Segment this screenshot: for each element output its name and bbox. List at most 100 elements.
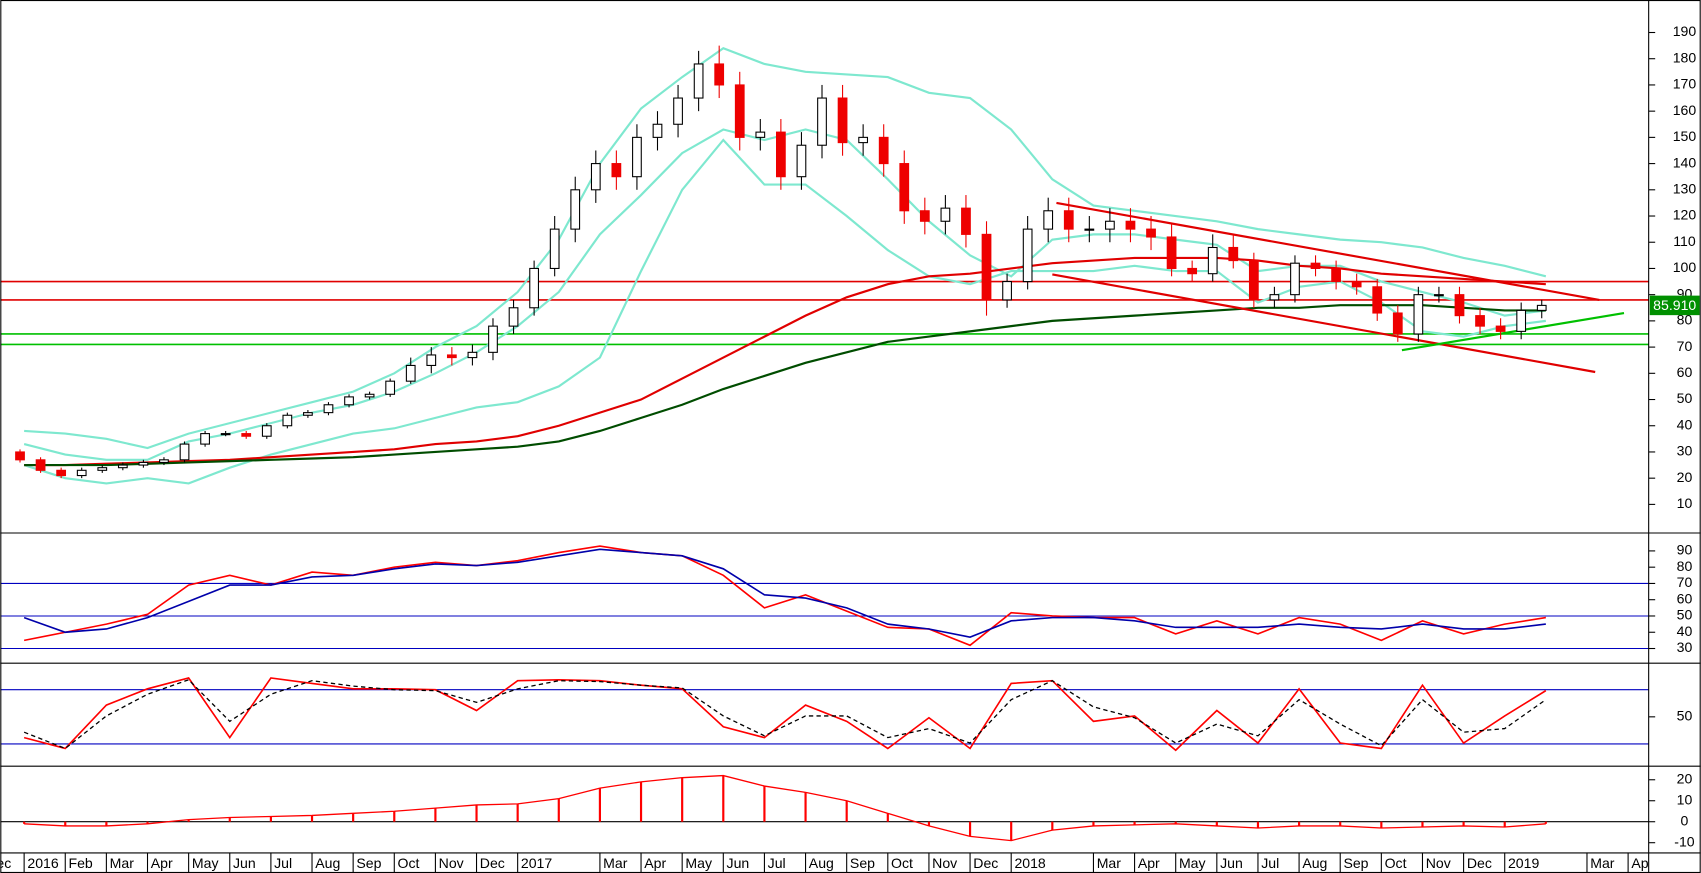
candle-body [1290,262,1300,296]
x-tick-label: Oct [398,855,420,871]
histogram-bar [475,804,478,822]
candle-body [1228,246,1239,262]
y-tick-label: 50 [1677,390,1693,406]
x-tick-label: Mar [1590,855,1615,871]
y-tick-label: 10 [1677,791,1693,807]
x-tick-label: Jun [1220,855,1243,871]
candle-body [673,97,683,125]
candle-body [138,461,149,466]
candle-body [15,451,25,461]
x-tick-label: Sep [356,855,381,871]
candle-body [1516,309,1527,332]
y-tick-label: 100 [1673,259,1697,275]
y-tick-label: 80 [1677,312,1693,328]
candle-body [837,97,848,144]
histogram-bar [1010,821,1013,841]
histogram-bar [1133,821,1136,825]
x-tick-label: Mar [1097,855,1122,871]
y-tick-label: 60 [1677,590,1693,606]
candle-body [179,443,190,461]
candle-body [282,414,293,427]
x-tick-label: Jun [233,855,256,871]
histogram-bar [310,815,314,822]
x-tick-label: Apr [1631,855,1653,871]
candle-body [1022,228,1033,283]
stochastic-panel [0,677,1649,752]
candle-body [981,233,992,301]
candle-body [1454,294,1465,317]
x-tick-label: Nov [439,855,464,871]
candle-body [652,123,663,138]
x-tick-label: Apr [644,855,666,871]
candle-body [817,97,827,146]
candle-body [467,351,478,359]
candle-body [714,63,725,86]
candle-body [632,136,642,178]
y-tick-label: 80 [1677,558,1693,574]
overlay-line [24,304,1546,467]
candle-body [1002,281,1012,301]
rsi-panel [0,545,1649,650]
histogram-bar [1215,821,1218,826]
candle-body [1187,267,1198,275]
histogram-bar [1503,821,1506,827]
y-tick-label: 50 [1677,607,1693,623]
candle-body [1392,312,1403,335]
histogram-outline [24,774,1546,842]
candle-body [899,163,910,212]
histogram-bar [639,781,643,822]
x-tick-label: Jul [1261,855,1279,871]
histogram-bar [64,821,67,826]
x-tick-label: Apr [151,855,173,871]
x-tick-label: Jul [768,855,786,871]
x-tick-label: May [1179,855,1207,871]
candle-body [775,131,786,178]
histogram-bar [1174,821,1177,824]
candle-body [1269,294,1280,301]
y-tick-label: 130 [1673,181,1697,197]
y-tick-label: 140 [1673,154,1697,170]
histogram-bar [722,775,725,822]
candle-body [611,163,622,178]
x-tick-label: 2017 [521,855,552,871]
histogram-bar [146,821,149,824]
histogram-bar [393,811,396,822]
candle-body [385,380,396,395]
candle-body [76,469,87,477]
x-tick-label: Mar [110,855,135,871]
x-tick-label: Mar [603,855,628,871]
y-tick-label: 160 [1673,102,1697,118]
y-tick-label: 40 [1677,623,1693,639]
candle-body [508,307,519,327]
y-tick-label: 20 [1677,469,1693,485]
candle-body [405,364,416,382]
candle-body [1331,267,1341,283]
histogram-bar [1256,821,1260,829]
candle-body [446,354,457,359]
candle-body [1105,220,1115,230]
candle-body [200,433,210,445]
candle-body [693,63,704,99]
histogram-bar [598,788,601,822]
candle-body [1207,246,1218,275]
candle-body [1434,294,1444,297]
candle-body [529,267,539,309]
x-tick-label: Aug [315,855,340,871]
candle-body [919,210,930,222]
y-tick-label: 30 [1677,443,1693,459]
histogram-bar [1544,821,1547,824]
candle-body [35,459,46,471]
y-tick-label: 70 [1677,574,1693,590]
x-tick-label: Aug [1302,855,1327,871]
candle-body [97,467,108,471]
candle-body [1413,294,1424,335]
histogram-bar [886,813,889,822]
y-tick-label: 40 [1677,416,1693,432]
histogram-bar [1092,821,1095,826]
y-tick-label: 10 [1677,495,1693,511]
x-tick-label: Feb [69,855,93,871]
x-tick-label: 2016 [27,855,58,871]
x-tick-label: Aug [809,855,834,871]
